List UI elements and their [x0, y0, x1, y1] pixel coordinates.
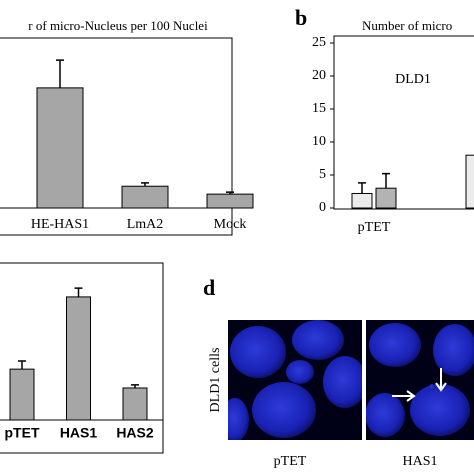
y-tick-label: 0 [319, 200, 326, 215]
bar [122, 387, 148, 421]
error-bar [141, 182, 149, 187]
plot-frame [0, 262, 164, 454]
y-tick-label: 10 [312, 134, 326, 149]
error-bar [358, 182, 366, 194]
bar [375, 187, 397, 209]
chart-title: r of micro-Nucleus per 100 Nuclei [28, 18, 208, 33]
image-label: pTET [274, 454, 307, 469]
y-tick-label: 15 [312, 101, 326, 116]
error-bar [74, 287, 83, 297]
bar [66, 296, 91, 421]
bar [351, 192, 373, 209]
nuclei [366, 323, 474, 437]
x-tick-label: HE-HAS1 [31, 217, 89, 232]
error-bar [56, 59, 64, 88]
bar [206, 193, 254, 209]
error-bar [226, 191, 234, 195]
x-tick-label: pTET [5, 425, 40, 441]
x-tick-label: pTET [358, 220, 391, 235]
annotation: DLD1 [395, 72, 431, 87]
y-tick-label: 25 [312, 35, 326, 50]
bar [9, 368, 35, 421]
y-tick-label: 5 [319, 167, 326, 182]
bar [465, 154, 474, 209]
panel-label: d [203, 275, 215, 300]
x-tick-label: LmA2 [127, 217, 164, 232]
panel-label: b [295, 5, 307, 30]
panel-d: d DLD1 cells pTET HAS1 [203, 275, 474, 469]
plot-frame [333, 35, 474, 210]
x-tick-label: HAS1 [60, 425, 98, 441]
error-bar [131, 384, 139, 388]
chart-title: Number of micro [362, 18, 452, 33]
error-bar [18, 360, 26, 370]
arrows [392, 368, 447, 402]
x-tick-label: Mock [214, 217, 247, 232]
bar [121, 185, 169, 209]
x-tick-label: HAS2 [116, 425, 154, 441]
plot-frame [0, 37, 233, 236]
bar [36, 87, 84, 209]
y-label: DLD1 cells [208, 348, 223, 413]
image-label: HAS1 [402, 454, 437, 469]
nuclei [228, 320, 362, 440]
y-tick-label: 20 [312, 68, 326, 83]
error-bar [382, 172, 390, 189]
